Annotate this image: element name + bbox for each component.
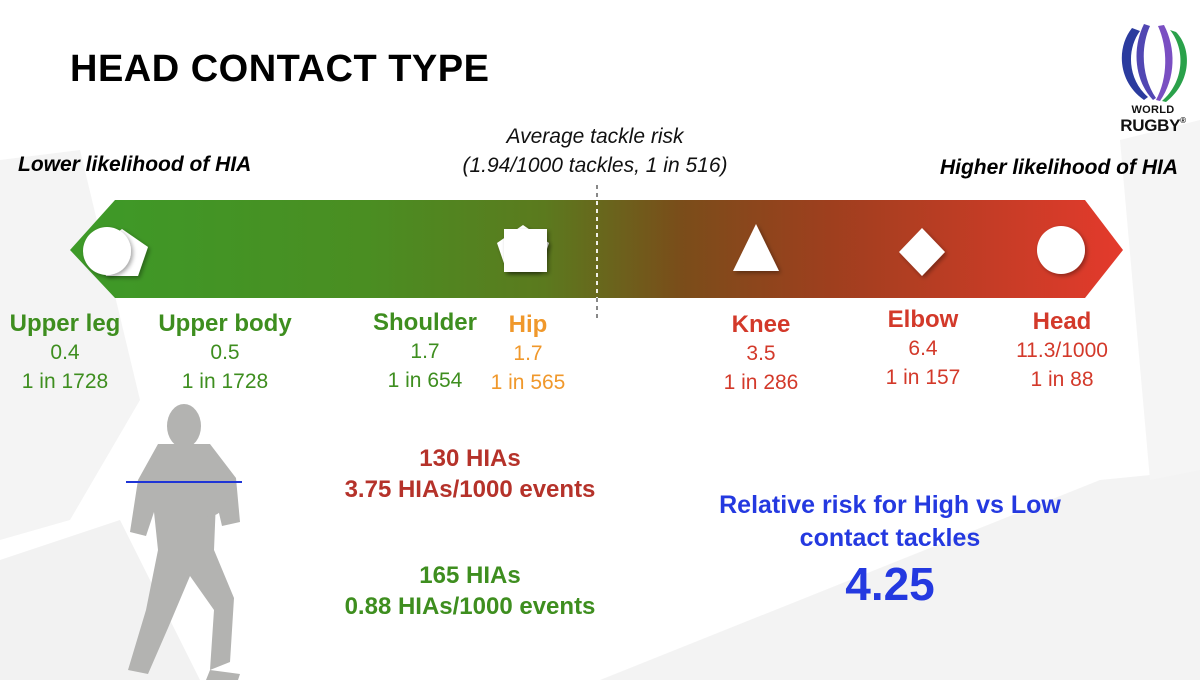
category-name: Upper body [158, 310, 292, 337]
relative-risk-value: 4.25 [845, 558, 935, 610]
low-contact-stats: 165 HIAs 0.88 HIAs/1000 events [300, 560, 640, 622]
lower-likelihood-label: Lower likelihood of HIA [18, 153, 252, 176]
category-odds: 1 in 157 [885, 366, 961, 389]
category-odds: 1 in 286 [723, 371, 799, 394]
relative-risk-label-line2: contact tackles [799, 524, 981, 552]
elbow-diamond-icon [899, 228, 945, 276]
category-name: Elbow [887, 306, 959, 333]
low-contact-rate: 0.88 HIAs/1000 events [344, 593, 596, 620]
high-contact-rate: 3.75 HIAs/1000 events [344, 476, 596, 503]
category-rate: 11.3/1000 [1016, 339, 1108, 362]
low-contact-count: 165 HIAs [419, 562, 521, 589]
category-head: Head 11.3/1000 1 in 88 [1000, 307, 1124, 394]
category-rate: 1.7 [410, 340, 440, 363]
category-name: Upper leg [9, 310, 121, 337]
category-rate: 1.7 [513, 342, 543, 365]
average-risk-label: Average tackle risk [506, 125, 684, 148]
category-rate: 0.4 [50, 341, 80, 364]
category-upper-leg: Upper leg 0.4 1 in 1728 [0, 309, 130, 396]
category-name: Knee [731, 311, 791, 338]
average-risk-value: (1.94/1000 tackles, 1 in 516) [462, 154, 728, 177]
head-circle-icon [1037, 226, 1085, 274]
category-name: Head [1032, 308, 1092, 335]
category-odds: 1 in 1728 [181, 370, 269, 393]
rugby-player-silhouette [126, 404, 242, 680]
rugby-ball-icon [1121, 24, 1187, 102]
page-title: HEAD CONTACT TYPE [70, 48, 490, 90]
logo-text-world: WORLD [1131, 104, 1175, 116]
category-odds: 1 in 565 [490, 371, 566, 394]
relative-risk-block: Relative risk for High vs Low contact ta… [690, 489, 1090, 611]
category-elbow: Elbow 6.4 1 in 157 [866, 305, 980, 392]
high-contact-stats: 130 HIAs 3.75 HIAs/1000 events [300, 443, 640, 505]
logo-text-rugby: RUGBY® [1120, 116, 1186, 135]
high-contact-count: 130 HIAs [419, 445, 521, 472]
category-knee: Knee 3.5 1 in 286 [706, 310, 816, 397]
category-odds: 1 in 654 [387, 369, 463, 392]
hip-square-icon [504, 229, 547, 272]
category-rate: 6.4 [908, 337, 938, 360]
upper-leg-circle-icon [83, 227, 131, 275]
category-odds: 1 in 1728 [21, 370, 109, 393]
category-shoulder: Shoulder 1.7 1 in 654 [360, 308, 490, 395]
category-hip: Hip 1.7 1 in 565 [478, 310, 578, 397]
category-name: Shoulder [372, 309, 477, 336]
category-odds: 1 in 88 [1030, 368, 1094, 391]
knee-triangle-icon [733, 224, 779, 271]
category-rate: 0.5 [210, 341, 240, 364]
category-upper-body: Upper body 0.5 1 in 1728 [140, 309, 310, 396]
category-name: Hip [508, 311, 548, 338]
category-rate: 3.5 [746, 342, 776, 365]
average-tackle-risk: Average tackle risk (1.94/1000 tackles, … [400, 122, 790, 180]
higher-likelihood-label: Higher likelihood of HIA [939, 156, 1178, 179]
world-rugby-logo: WORLD RUGBY® [1110, 20, 1196, 140]
relative-risk-label-line1: Relative risk for High vs Low [719, 491, 1061, 519]
